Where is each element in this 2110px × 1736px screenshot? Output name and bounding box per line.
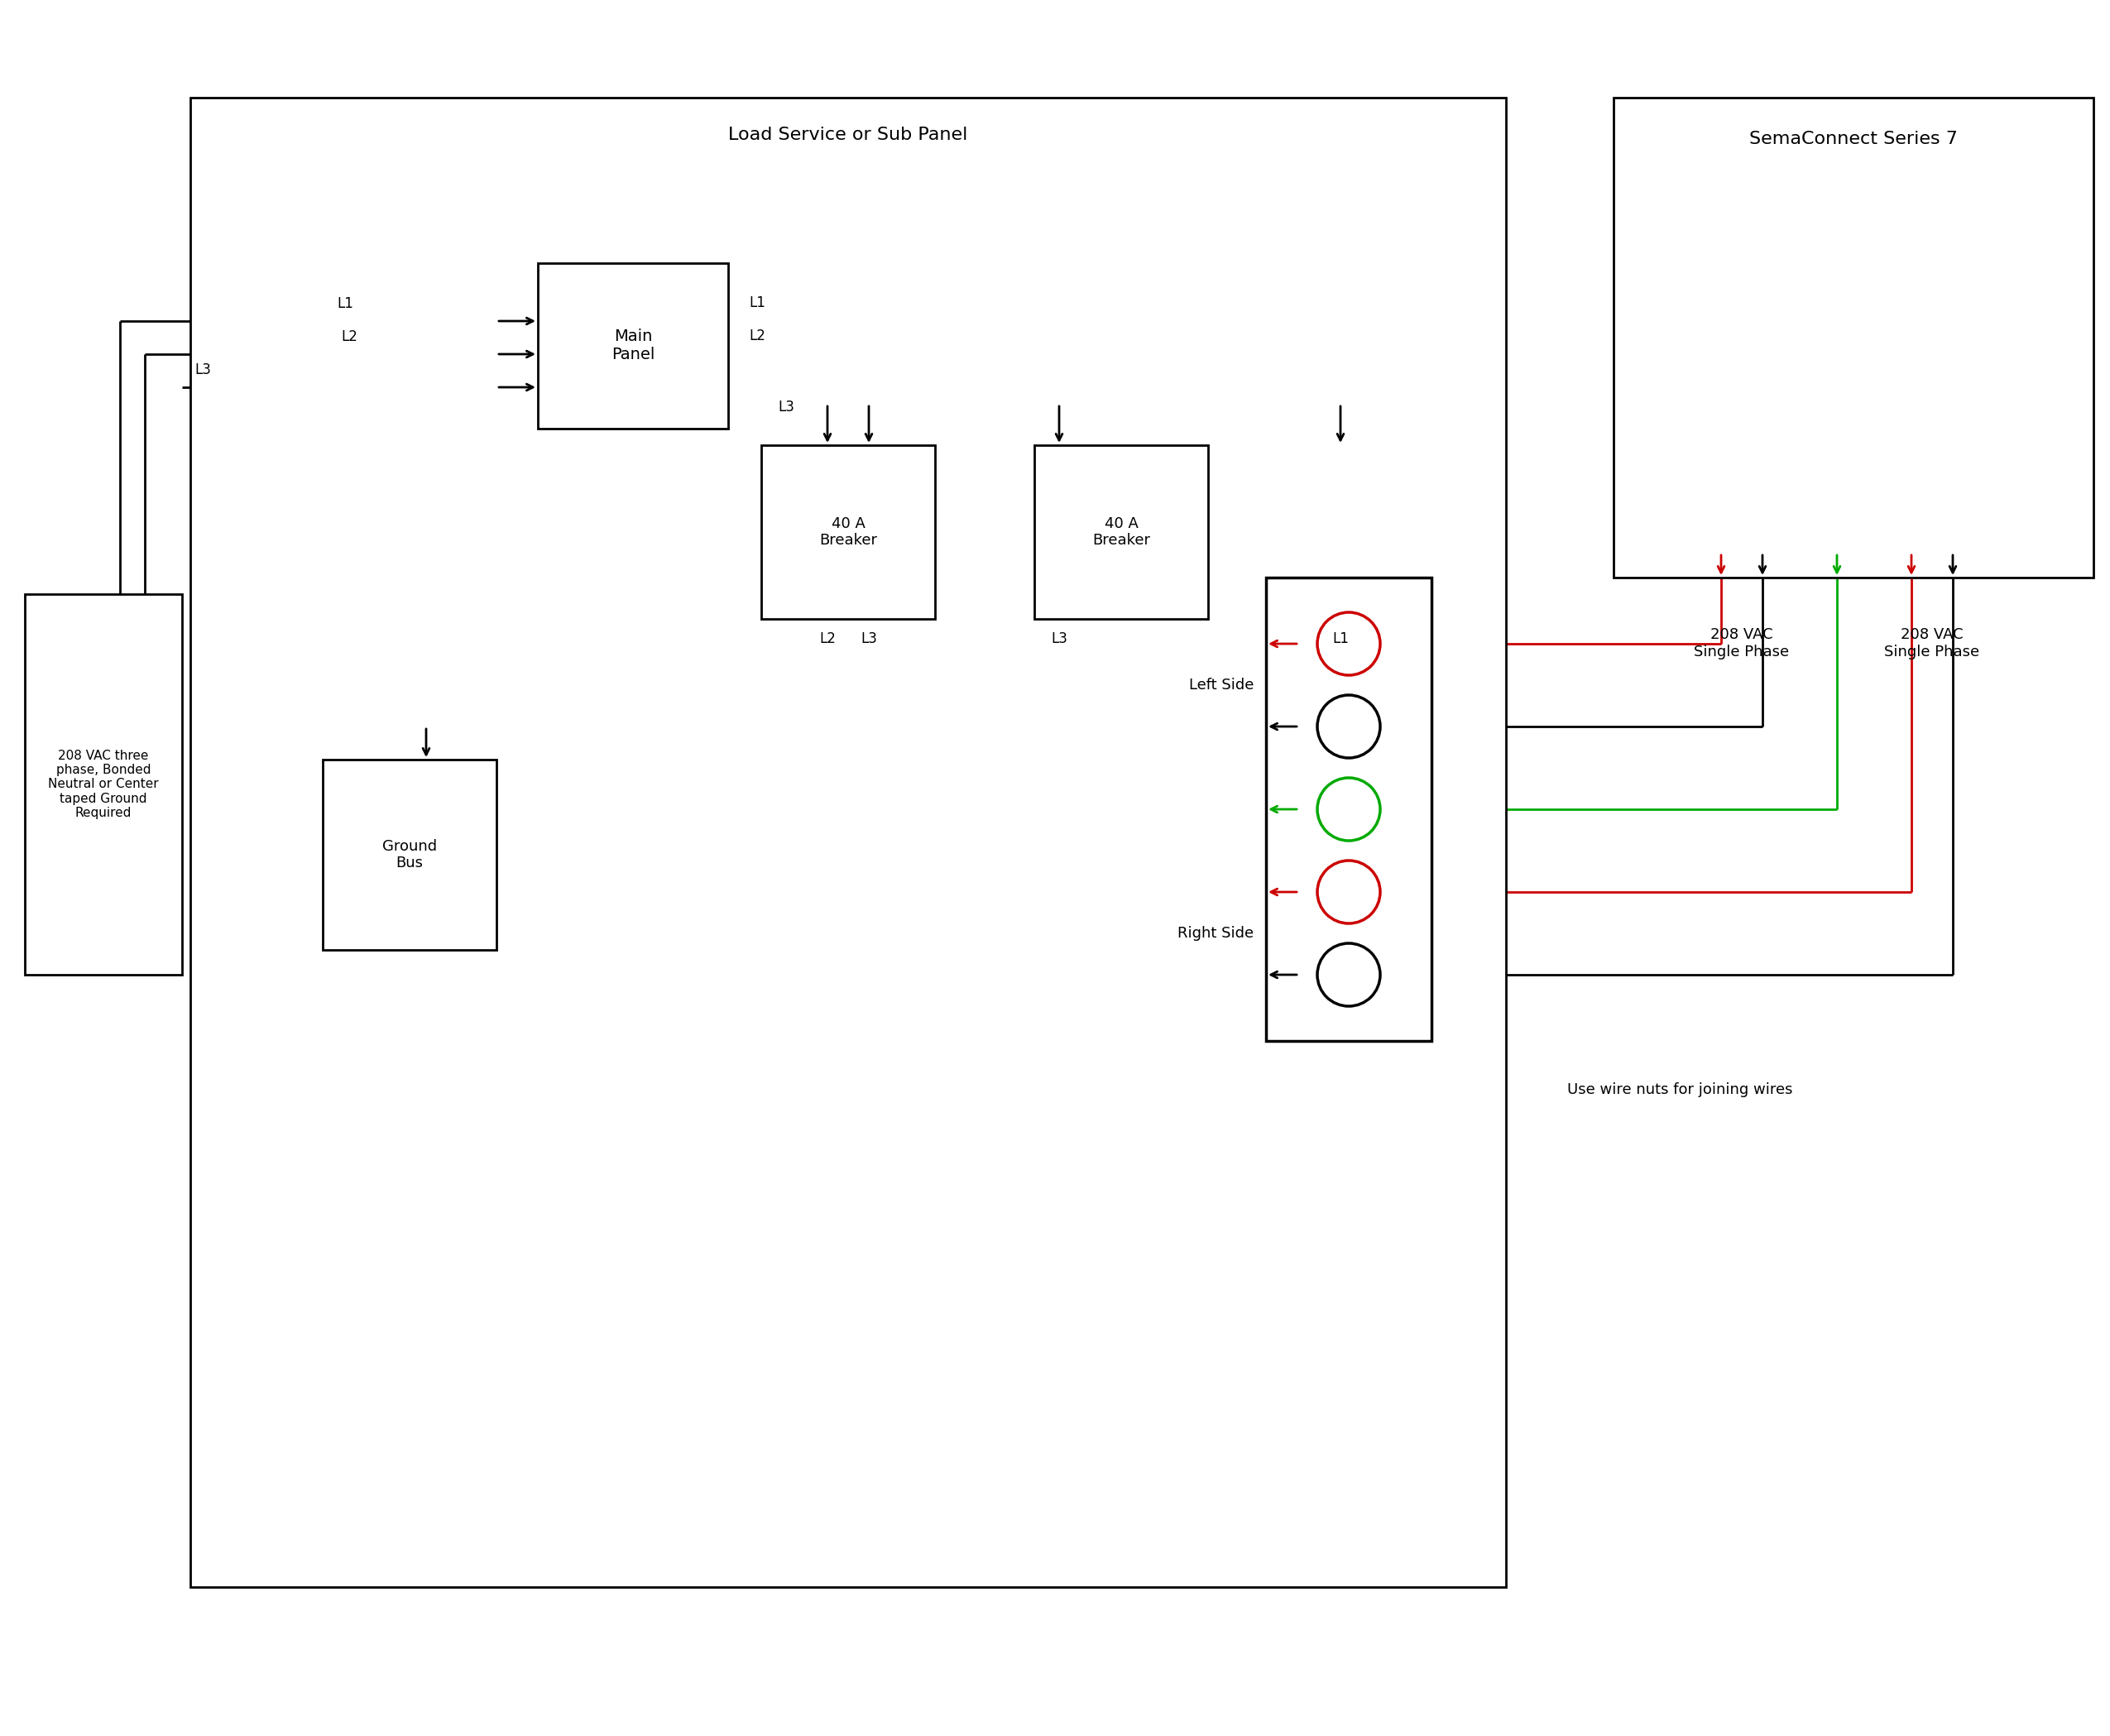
Bar: [762, 444, 935, 620]
Text: 208 VAC
Single Phase: 208 VAC Single Phase: [1884, 627, 1979, 660]
Circle shape: [1317, 778, 1380, 840]
Text: L3: L3: [779, 399, 793, 415]
Bar: [25, 594, 181, 974]
Text: Left Side: Left Side: [1188, 677, 1253, 693]
Text: 208 VAC three
phase, Bonded
Neutral or Center
taped Ground
Required: 208 VAC three phase, Bonded Neutral or C…: [49, 750, 158, 819]
Text: Right Side: Right Side: [1177, 925, 1253, 941]
Bar: [190, 97, 1507, 1587]
Text: L1: L1: [338, 297, 354, 311]
Text: Main
Panel: Main Panel: [612, 328, 654, 363]
Text: Ground
Bus: Ground Bus: [382, 838, 437, 871]
Text: L1: L1: [1331, 632, 1348, 646]
Circle shape: [1317, 943, 1380, 1007]
Bar: [538, 264, 728, 429]
Circle shape: [1317, 694, 1380, 759]
Bar: [1034, 444, 1209, 620]
Text: L2: L2: [749, 328, 766, 344]
Text: L2: L2: [342, 330, 359, 344]
Text: L3: L3: [1051, 632, 1068, 646]
Text: SemaConnect Series 7: SemaConnect Series 7: [1749, 130, 1958, 148]
Text: L1: L1: [749, 295, 766, 311]
Text: 208 VAC
Single Phase: 208 VAC Single Phase: [1694, 627, 1789, 660]
Circle shape: [1317, 613, 1380, 675]
Bar: [323, 760, 496, 950]
Bar: [1614, 97, 2093, 578]
Bar: [1266, 578, 1431, 1042]
Text: Use wire nuts for joining wires: Use wire nuts for joining wires: [1568, 1082, 1793, 1097]
Text: L3: L3: [861, 632, 878, 646]
Text: Load Service or Sub Panel: Load Service or Sub Panel: [728, 127, 968, 142]
Circle shape: [1317, 861, 1380, 924]
Text: L2: L2: [819, 632, 836, 646]
Text: 40 A
Breaker: 40 A Breaker: [1093, 516, 1150, 549]
Text: 40 A
Breaker: 40 A Breaker: [819, 516, 878, 549]
Text: L3: L3: [194, 363, 211, 377]
